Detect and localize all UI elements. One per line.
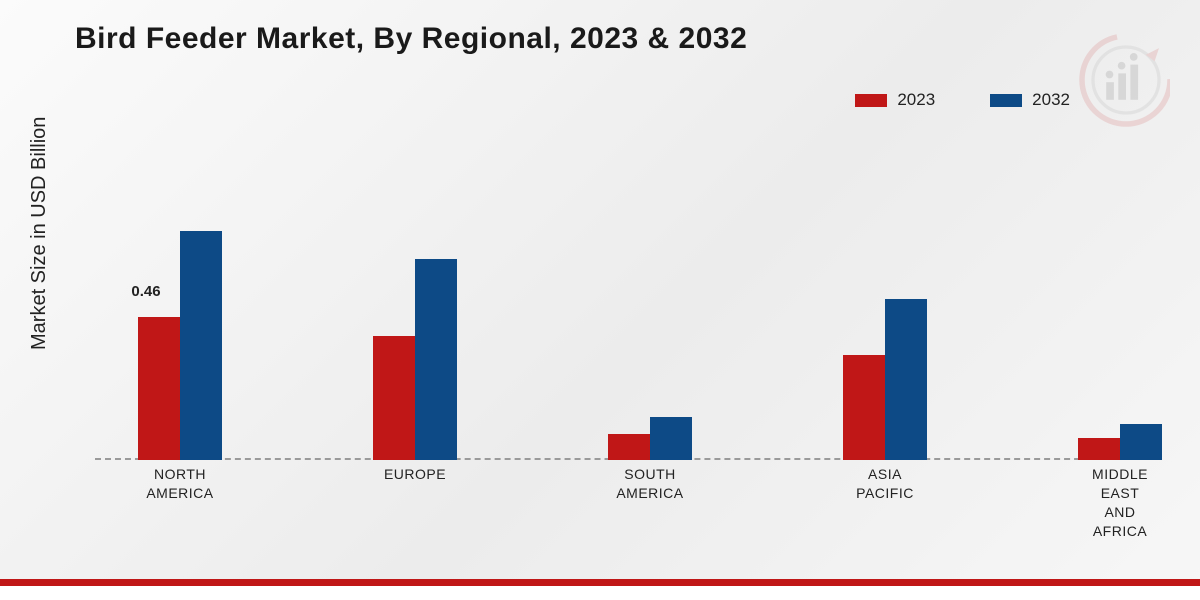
bar [650, 417, 692, 460]
bar [1078, 438, 1120, 460]
legend-item-2023: 2023 [855, 90, 935, 110]
x-axis-category-label: EUROPE [360, 465, 470, 484]
legend-item-2032: 2032 [990, 90, 1070, 110]
x-axis-category-label: MIDDLEEASTANDAFRICA [1065, 465, 1175, 541]
bar-value-label: 0.46 [131, 283, 160, 300]
bar-group [830, 299, 940, 460]
legend: 2023 2032 [855, 90, 1070, 110]
bar [1120, 424, 1162, 460]
bar [608, 434, 650, 460]
bar [843, 355, 885, 460]
chart-plot-area: 0.46 [95, 150, 1160, 460]
x-axis-category-label: ASIAPACIFIC [830, 465, 940, 503]
bar-group [1065, 424, 1175, 460]
chart-title: Bird Feeder Market, By Regional, 2023 & … [75, 22, 747, 56]
bar-group [595, 417, 705, 460]
x-axis-category-label: NORTHAMERICA [125, 465, 235, 503]
x-axis-labels: NORTHAMERICA EUROPE SOUTHAMERICA ASIAPACIFI… [95, 465, 1160, 555]
footer-accent-band [0, 579, 1200, 600]
legend-label-2032: 2032 [1032, 90, 1070, 110]
bar-group [360, 259, 470, 461]
bar [373, 336, 415, 460]
y-axis-label: Market Size in USD Billion [28, 117, 51, 350]
bar [885, 299, 927, 460]
bar [415, 259, 457, 461]
bar [180, 231, 222, 460]
brand-watermark-icon [1060, 25, 1170, 135]
legend-label-2023: 2023 [897, 90, 935, 110]
x-axis-category-label: SOUTHAMERICA [595, 465, 705, 503]
bar-group: 0.46 [125, 231, 235, 460]
legend-swatch-2032 [990, 94, 1022, 107]
legend-swatch-2023 [855, 94, 887, 107]
bar [138, 317, 180, 460]
